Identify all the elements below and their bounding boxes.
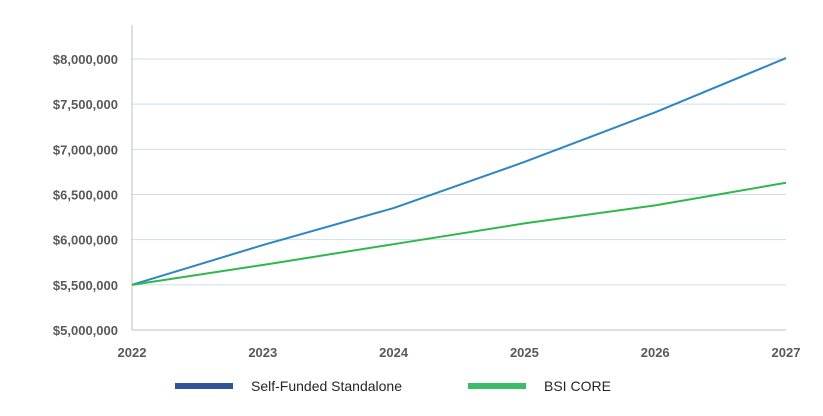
legend-label-bsi-core: BSI CORE (544, 378, 611, 394)
x-axis-ticks: 2022 2023 2024 2025 2026 2027 (118, 345, 801, 360)
y-tick-label: $8,000,000 (53, 52, 118, 67)
line-chart: $5,000,000 $5,500,000 $6,000,000 $6,500,000… (53, 25, 801, 360)
y-tick-label: $5,500,000 (53, 278, 118, 293)
x-tick-label: 2025 (510, 345, 539, 360)
x-tick-label: 2024 (379, 345, 409, 360)
legend-item-self-funded-standalone: Self-Funded Standalone (175, 378, 402, 394)
y-axis-ticks: $5,000,000 $5,500,000 $6,000,000 $6,500,000… (53, 52, 118, 338)
y-tick-label: $7,500,000 (53, 97, 118, 112)
legend: Self-Funded Standalone BSI CORE (0, 378, 823, 402)
y-tick-label: $6,000,000 (53, 233, 118, 248)
x-tick-label: 2026 (641, 345, 670, 360)
series-line-bsi-core (131, 181, 787, 286)
axes (131, 25, 786, 331)
x-tick-label: 2022 (118, 345, 147, 360)
legend-item-bsi-core: BSI CORE (468, 378, 611, 394)
gridlines (132, 58, 786, 286)
legend-swatch-bsi-core (468, 383, 526, 389)
y-tick-label: $6,500,000 (53, 188, 118, 203)
legend-label-self-funded-standalone: Self-Funded Standalone (251, 378, 402, 394)
x-tick-label: 2023 (248, 345, 277, 360)
series-line-self-funded-standalone (131, 57, 787, 286)
y-tick-label: $5,000,000 (53, 323, 118, 338)
x-tick-label: 2027 (772, 345, 801, 360)
series-lines (131, 57, 787, 286)
y-tick-label: $7,000,000 (53, 142, 118, 157)
legend-swatch-self-funded-standalone (175, 383, 233, 389)
